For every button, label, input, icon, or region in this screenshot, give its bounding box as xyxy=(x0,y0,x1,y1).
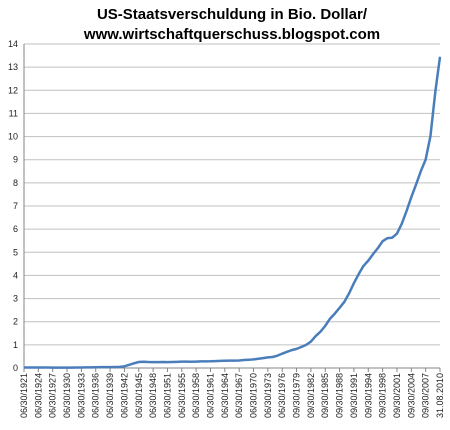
x-tick-label: 31.08.2010 xyxy=(435,373,445,418)
y-tick-label: 3 xyxy=(13,294,18,304)
y-tick-label: 2 xyxy=(13,317,18,327)
x-tick-label: 06/30/1927 xyxy=(48,373,58,418)
y-tick-label: 7 xyxy=(13,201,18,211)
x-tick-label: 09/30/2004 xyxy=(406,373,416,418)
x-tick-label: 09/30/1985 xyxy=(320,373,330,418)
x-tick-label: 06/30/1942 xyxy=(119,373,129,418)
chart-title: US-Staatsverschuldung in Bio. Dollar/ xyxy=(97,6,368,23)
x-tick-label: 09/30/1994 xyxy=(363,373,373,418)
y-tick-label: 5 xyxy=(13,247,18,257)
x-tick-label: 06/30/1961 xyxy=(205,373,215,418)
x-tick-label: 06/30/1976 xyxy=(277,373,287,418)
x-tick-label: 06/30/1933 xyxy=(76,373,86,418)
chart-title: www.wirtschaftquerschuss.blogspot.com xyxy=(83,26,380,43)
y-tick-label: 1 xyxy=(13,340,18,350)
x-tick-label: 06/30/1924 xyxy=(33,373,43,418)
x-tick-label: 06/30/1958 xyxy=(191,373,201,418)
y-tick-label: 14 xyxy=(8,39,18,49)
data-line xyxy=(23,56,442,369)
x-tick-label: 06/30/1939 xyxy=(105,373,115,418)
x-tick-label: 09/30/2001 xyxy=(392,373,402,418)
y-tick-label: 13 xyxy=(8,62,18,72)
x-tick-label: 06/30/1964 xyxy=(220,373,230,418)
y-tick-label: 10 xyxy=(8,132,18,142)
x-tick-label: 06/30/1921 xyxy=(19,373,29,418)
y-tick-label: 9 xyxy=(13,155,18,165)
x-tick-label: 06/30/1970 xyxy=(249,373,259,418)
x-tick-label: 09/30/1979 xyxy=(292,373,302,418)
y-tick-label: 11 xyxy=(9,108,18,118)
x-tick-label: 09/30/1998 xyxy=(378,373,388,418)
x-tick-label: 09/30/1982 xyxy=(306,373,316,418)
y-tick-label: 8 xyxy=(13,178,18,188)
x-tick-label: 09/30/2007 xyxy=(421,373,431,418)
x-tick-label: 06/30/1967 xyxy=(234,373,244,418)
y-tick-label: 12 xyxy=(8,85,18,95)
x-tick-label: 06/30/1955 xyxy=(177,373,187,418)
x-tick-label: 06/30/1951 xyxy=(162,373,172,418)
x-tick-label: 09/30/1988 xyxy=(335,373,345,418)
x-tick-label: 06/30/1973 xyxy=(263,373,273,418)
x-tick-label: 06/30/1948 xyxy=(148,373,158,418)
y-tick-label: 4 xyxy=(13,270,18,280)
y-tick-label: 0 xyxy=(13,363,18,373)
x-tick-label: 09/30/1991 xyxy=(349,373,359,418)
x-tick-label: 06/30/1936 xyxy=(91,373,101,418)
y-tick-label: 6 xyxy=(13,224,18,234)
x-tick-label: 06/30/1930 xyxy=(62,373,72,418)
x-tick-label: 06/30/1945 xyxy=(134,373,144,418)
